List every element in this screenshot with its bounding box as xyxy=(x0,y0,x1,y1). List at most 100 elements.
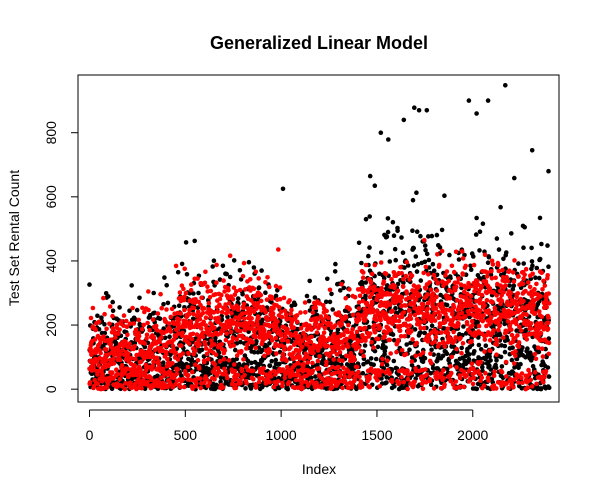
data-point xyxy=(532,351,538,357)
data-point xyxy=(279,314,285,320)
data-point xyxy=(487,363,492,369)
data-point xyxy=(523,327,529,333)
data-point xyxy=(243,386,248,391)
data-point xyxy=(330,385,335,390)
data-point xyxy=(379,369,385,374)
data-point xyxy=(467,352,472,357)
data-point xyxy=(357,317,362,323)
data-point xyxy=(391,358,397,364)
data-point xyxy=(424,372,430,378)
data-point xyxy=(235,296,241,301)
data-point xyxy=(474,386,480,392)
data-point xyxy=(354,329,360,335)
data-point xyxy=(390,308,395,314)
data-point xyxy=(433,306,439,311)
data-point xyxy=(372,322,377,328)
data-point xyxy=(89,352,94,358)
data-point xyxy=(186,351,191,357)
data-point xyxy=(425,301,431,306)
data-point xyxy=(369,291,375,297)
data-point xyxy=(253,384,259,389)
data-point xyxy=(127,321,133,327)
data-point xyxy=(509,357,515,363)
data-point xyxy=(220,385,226,390)
data-point xyxy=(444,351,450,357)
data-point xyxy=(434,232,440,238)
data-point xyxy=(298,310,303,315)
data-point xyxy=(372,348,378,354)
y-axis-label: Test Set Rental Count xyxy=(6,170,22,306)
data-point xyxy=(473,232,479,237)
data-point xyxy=(199,347,205,353)
data-point xyxy=(481,383,487,388)
data-point xyxy=(435,252,440,257)
data-point xyxy=(412,105,417,110)
data-point xyxy=(448,378,454,384)
data-point xyxy=(151,290,156,296)
data-point xyxy=(189,357,195,362)
data-point xyxy=(145,320,150,326)
data-point xyxy=(380,356,385,362)
data-point xyxy=(458,335,463,341)
data-point xyxy=(529,259,535,264)
data-point xyxy=(523,266,529,272)
data-point xyxy=(162,275,167,280)
data-point xyxy=(445,366,450,372)
data-point xyxy=(368,280,374,286)
data-point xyxy=(267,330,272,336)
data-point xyxy=(437,245,443,250)
y-tick-label: 400 xyxy=(43,249,59,273)
data-point xyxy=(262,328,267,333)
data-point xyxy=(449,354,455,360)
data-point xyxy=(170,343,176,349)
data-point xyxy=(339,282,344,287)
data-point xyxy=(359,384,365,390)
data-point xyxy=(359,313,364,318)
data-point xyxy=(466,98,472,103)
data-point xyxy=(195,358,201,363)
data-point xyxy=(250,323,256,328)
data-point xyxy=(234,356,239,362)
data-point xyxy=(368,285,373,290)
data-point xyxy=(115,371,120,377)
data-point xyxy=(151,335,157,341)
data-point xyxy=(260,347,265,353)
data-point xyxy=(100,372,105,377)
data-point xyxy=(488,367,494,372)
data-point xyxy=(397,328,403,334)
data-point xyxy=(227,253,233,258)
data-point xyxy=(429,233,435,239)
data-point xyxy=(116,331,121,337)
data-point xyxy=(416,284,422,289)
data-point xyxy=(404,291,410,296)
data-point xyxy=(521,245,526,250)
data-point xyxy=(453,379,459,384)
data-point xyxy=(255,322,260,327)
data-point xyxy=(216,369,222,375)
data-point xyxy=(510,286,516,292)
data-point xyxy=(531,303,536,308)
data-point xyxy=(128,380,133,386)
data-point xyxy=(471,254,476,259)
data-point xyxy=(360,298,366,304)
data-point xyxy=(509,231,514,236)
data-point xyxy=(484,298,490,303)
data-point xyxy=(452,338,458,344)
data-point xyxy=(486,378,491,383)
data-point xyxy=(326,367,332,372)
data-point xyxy=(234,353,240,358)
data-point xyxy=(124,318,129,324)
data-point xyxy=(434,294,439,300)
data-point xyxy=(488,348,493,354)
data-point xyxy=(532,370,538,375)
data-point xyxy=(254,304,260,310)
data-point xyxy=(454,365,459,370)
data-point xyxy=(375,378,380,383)
data-point xyxy=(315,317,321,322)
data-point xyxy=(388,327,393,333)
data-point xyxy=(238,328,243,334)
data-point xyxy=(230,335,236,340)
data-point xyxy=(338,288,343,293)
data-point xyxy=(194,313,200,319)
data-point xyxy=(533,356,539,362)
